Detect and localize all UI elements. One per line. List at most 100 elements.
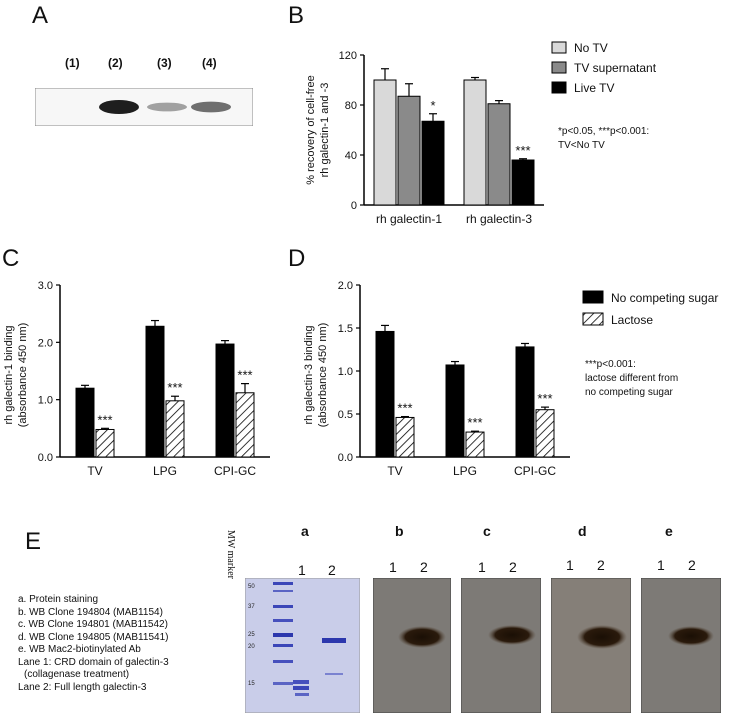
bar bbox=[95, 428, 115, 458]
legend-label: Live TV bbox=[574, 81, 614, 95]
chart-b: 0 40 80 120 * rh galectin-1 *** rh galectin-3 % … bbox=[305, 41, 657, 226]
x-category-label: CPI-GC bbox=[514, 464, 556, 478]
bar bbox=[235, 392, 255, 458]
bar bbox=[395, 416, 415, 458]
y-tick-label: 1.0 bbox=[38, 395, 53, 407]
y-axis-title: rh galectin-1 and -3 bbox=[319, 83, 331, 178]
panel-e-legend-item: b. WB Clone 194804 (MAB1154) bbox=[18, 606, 163, 618]
panel-a-label: A bbox=[32, 2, 49, 29]
y-axis-title: rh galectin-3 binding bbox=[303, 325, 315, 424]
blot-band bbox=[191, 101, 231, 113]
panel-a-lane-1: (1) bbox=[65, 56, 80, 70]
significance-star: *** bbox=[467, 415, 482, 430]
y-axis-title: (absorbance 450 nm) bbox=[317, 323, 329, 428]
significance-star: *** bbox=[397, 401, 412, 416]
blot-c-lane-2: 2 bbox=[509, 559, 517, 575]
panel-e-legend-item: Lane 2: Full length galectin-3 bbox=[18, 681, 147, 693]
blot-b-lane-1: 1 bbox=[389, 559, 397, 575]
legend-swatch bbox=[551, 61, 567, 74]
legend-swatch bbox=[582, 312, 604, 326]
y-tick-label: 2.0 bbox=[338, 280, 353, 292]
blot-band bbox=[99, 100, 139, 114]
bar bbox=[165, 400, 185, 458]
mw-tick: 50 bbox=[248, 584, 255, 590]
y-axis-title: rh galectin-1 binding bbox=[3, 325, 15, 424]
panel-a-blot bbox=[35, 88, 253, 126]
bar bbox=[145, 325, 165, 458]
legend-swatch bbox=[551, 41, 567, 54]
mw-marker-label: MW marker bbox=[225, 530, 236, 579]
bar bbox=[375, 330, 395, 458]
blot-label-c: c bbox=[483, 523, 491, 539]
blot-c-lane-1: 1 bbox=[478, 559, 486, 575]
mw-tick: 37 bbox=[248, 604, 255, 610]
bar bbox=[511, 159, 535, 206]
legend-label: Lactose bbox=[611, 313, 653, 327]
significance-note: TV<No TV bbox=[558, 140, 605, 151]
significance-star: *** bbox=[237, 368, 252, 383]
blot-c-film bbox=[461, 578, 541, 713]
panel-a-lane-2: (2) bbox=[108, 56, 123, 70]
blot-a-gel: 50 37 25 20 15 bbox=[245, 578, 360, 713]
panel-e-legend: a. Protein staining b. WB Clone 194804 (… bbox=[18, 594, 248, 694]
legend-label: No TV bbox=[574, 41, 608, 55]
bar bbox=[465, 431, 485, 458]
legend-swatch bbox=[582, 290, 604, 304]
panel-a-lane-4: (4) bbox=[202, 56, 217, 70]
panel-d-label: D bbox=[288, 245, 306, 272]
bar bbox=[445, 364, 465, 458]
y-tick-label: 0 bbox=[351, 200, 357, 212]
legend-label: TV supernatant bbox=[574, 61, 657, 75]
blot-a-lane-2: 2 bbox=[328, 562, 336, 578]
panel-c-label: C bbox=[2, 245, 20, 272]
blot-label-a: a bbox=[301, 523, 309, 539]
mw-tick: 25 bbox=[248, 632, 255, 638]
panel-b-label: B bbox=[288, 2, 305, 29]
significance-note: *p<0.05, ***p<0.001: bbox=[558, 126, 649, 137]
blot-e-lane-1: 1 bbox=[657, 557, 665, 573]
blot-b-lane-2: 2 bbox=[420, 559, 428, 575]
y-tick-label: 2.0 bbox=[38, 337, 53, 349]
panel-e-legend-item: c. WB Clone 194801 (MAB11542) bbox=[18, 619, 168, 630]
blot-label-e: e bbox=[665, 523, 673, 539]
bar bbox=[215, 343, 235, 458]
significance-note: ***p<0.001: bbox=[585, 359, 636, 370]
y-axis-title: % recovery of cell-free bbox=[305, 75, 317, 184]
mw-tick: 15 bbox=[248, 681, 255, 687]
chart-d: 0.0 0.5 1.0 1.5 2.0 *** TV *** LPG *** CPI-GC rh ga… bbox=[303, 280, 718, 478]
x-category-label: LPG bbox=[153, 464, 177, 478]
y-tick-label: 0.0 bbox=[38, 452, 53, 464]
mw-tick: 20 bbox=[248, 644, 255, 650]
bar bbox=[421, 120, 445, 206]
x-category-label: TV bbox=[387, 464, 402, 478]
y-tick-label: 1.5 bbox=[338, 323, 353, 335]
significance-note: no competing sugar bbox=[585, 387, 674, 398]
panel-e-legend-item: a. Protein staining bbox=[18, 594, 99, 605]
significance-star: *** bbox=[537, 391, 552, 406]
mw-ticks: 50 37 25 20 15 bbox=[248, 584, 255, 687]
significance-star: *** bbox=[515, 143, 530, 158]
blot-d-lane-1: 1 bbox=[566, 557, 574, 573]
y-tick-label: 40 bbox=[345, 150, 357, 162]
y-axis-title: (absorbance 450 nm) bbox=[17, 323, 29, 428]
x-category-label: LPG bbox=[453, 464, 477, 478]
y-tick-label: 0.5 bbox=[338, 409, 353, 421]
panel-e-legend-item: (collagenase treatment) bbox=[24, 669, 130, 680]
blot-band bbox=[147, 102, 187, 112]
y-tick-label: 80 bbox=[345, 100, 357, 112]
panel-e-legend-item: e. WB Mac2-biotinylated Ab bbox=[18, 644, 141, 655]
blot-b-film bbox=[373, 578, 451, 713]
bar bbox=[535, 409, 555, 458]
x-category-label: TV bbox=[87, 464, 102, 478]
significance-star: *** bbox=[97, 412, 112, 427]
blot-d-lane-2: 2 bbox=[597, 557, 605, 573]
bar bbox=[397, 95, 421, 206]
bar bbox=[75, 387, 95, 458]
blot-a-lane-1: 1 bbox=[298, 562, 306, 578]
bar bbox=[373, 79, 397, 206]
y-tick-label: 0.0 bbox=[338, 452, 353, 464]
blot-e-film bbox=[641, 578, 721, 713]
legend-swatch bbox=[551, 81, 567, 94]
significance-star: * bbox=[430, 98, 435, 113]
panel-e-label: E bbox=[25, 528, 42, 555]
